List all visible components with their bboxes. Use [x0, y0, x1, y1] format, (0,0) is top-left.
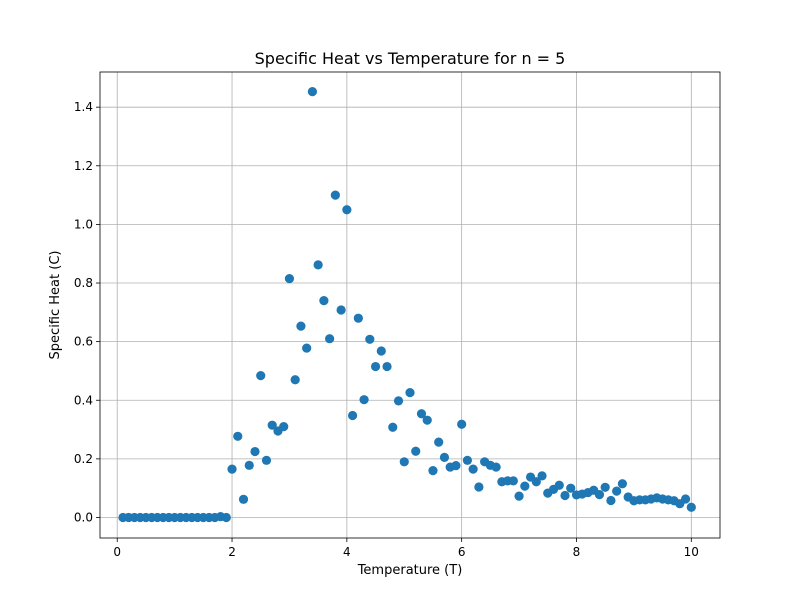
data-point	[411, 446, 421, 456]
data-point	[405, 388, 415, 398]
data-point	[514, 491, 524, 501]
data-point	[393, 396, 404, 406]
data-point	[508, 476, 518, 486]
data-point	[457, 419, 467, 429]
data-point	[256, 371, 266, 381]
data-point	[313, 260, 323, 270]
data-point	[686, 502, 696, 512]
data-point	[491, 462, 501, 472]
data-point	[284, 274, 295, 284]
data-point	[221, 512, 231, 523]
x-tick-label: 6	[458, 545, 466, 559]
x-tick-label: 2	[228, 545, 236, 559]
data-point	[365, 334, 375, 344]
x-axis: 0 2 4 6 8 10	[113, 538, 699, 559]
data-point	[227, 464, 237, 474]
data-point	[416, 409, 427, 419]
chart-title: Specific Heat vs Temperature for n = 5	[255, 49, 566, 68]
data-point	[307, 87, 318, 97]
data-point	[451, 461, 461, 471]
y-tick-label: 0.4	[74, 393, 93, 407]
x-tick-label: 0	[113, 545, 121, 559]
data-point	[319, 296, 329, 306]
data-point	[428, 465, 438, 476]
data-point	[353, 313, 363, 323]
y-tick-label: 1.2	[74, 159, 93, 173]
data-point	[388, 422, 398, 432]
y-tick-label: 0.8	[74, 276, 93, 290]
x-axis-label: Temperature (T)	[357, 563, 463, 578]
plot-area-frame	[99, 71, 721, 539]
data-point	[261, 455, 272, 465]
data-point	[302, 343, 312, 353]
x-tick-label: 4	[343, 545, 351, 559]
x-tick-label: 10	[684, 545, 699, 559]
data-point	[244, 460, 254, 470]
data-point	[279, 422, 289, 432]
data-point	[342, 205, 352, 215]
data-point	[680, 494, 691, 504]
data-point	[531, 477, 541, 487]
y-tick-label: 0.2	[74, 452, 93, 466]
y-axis: 0.0 0.2 0.4 0.6 0.8 1.0 1.2 1.4	[74, 100, 100, 524]
data-point	[462, 455, 473, 465]
y-axis-label: Specific Heat (C)	[48, 251, 63, 360]
data-point	[330, 190, 340, 200]
data-point	[382, 361, 392, 372]
data-point	[250, 446, 260, 457]
data-point	[347, 410, 358, 421]
data-point	[233, 431, 243, 441]
data-point	[468, 464, 478, 474]
data-point	[376, 346, 386, 356]
data-point	[566, 483, 576, 493]
data-point	[238, 494, 249, 504]
data-point	[434, 437, 444, 447]
data-point	[359, 395, 369, 405]
data-point	[617, 479, 628, 489]
y-tick-label: 0.0	[74, 510, 93, 524]
data-point	[336, 305, 346, 315]
data-point	[399, 457, 409, 467]
y-tick-label: 0.6	[74, 335, 93, 349]
data-point	[537, 471, 547, 481]
data-point	[600, 482, 610, 492]
y-tick-label: 1.0	[74, 217, 93, 231]
data-point	[612, 486, 622, 496]
data-point	[422, 415, 432, 425]
data-point	[296, 321, 306, 331]
data-point	[560, 490, 570, 501]
y-tick-label: 1.4	[74, 100, 93, 114]
data-point	[474, 482, 484, 492]
data-point	[606, 495, 616, 506]
data-point	[554, 480, 564, 490]
grid	[100, 72, 720, 538]
x-tick-label: 8	[573, 545, 581, 559]
data-points	[118, 87, 696, 523]
data-point	[370, 361, 381, 372]
data-point	[290, 375, 300, 385]
data-point	[520, 481, 530, 491]
data-point	[439, 452, 450, 463]
data-point	[594, 490, 605, 500]
data-point	[325, 334, 335, 344]
data-point	[267, 420, 277, 430]
